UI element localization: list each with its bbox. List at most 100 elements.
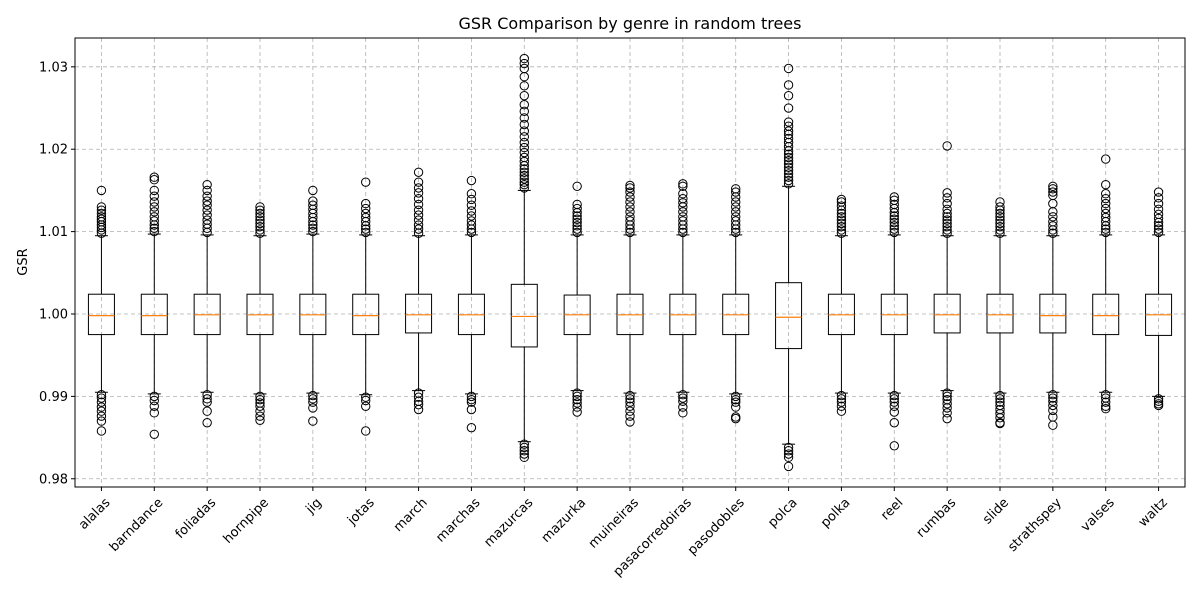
outlier-point [572, 402, 582, 412]
outlier-point [361, 227, 371, 238]
outlier-point [149, 391, 159, 402]
outlier-point [1048, 400, 1058, 411]
outlier-point [625, 417, 635, 427]
x-tick-label: hornpipe [221, 495, 272, 546]
outlier-point [149, 197, 159, 207]
outlier-point [96, 397, 107, 407]
fliers-valses [1101, 154, 1111, 414]
outlier-point [995, 390, 1005, 401]
outlier-point [1101, 212, 1111, 223]
outlier-point [1101, 193, 1111, 204]
outlier-point [572, 391, 582, 402]
outlier-point [678, 207, 688, 217]
box-jig [299, 233, 327, 394]
outlier-point [96, 390, 107, 400]
outlier-point [1101, 179, 1111, 190]
outlier-point [731, 184, 741, 194]
outlier-point [678, 408, 688, 418]
outlier-point [1048, 181, 1058, 191]
outlier-point [889, 224, 899, 234]
outlier-point [625, 401, 635, 411]
outlier-point [255, 411, 265, 421]
outlier-point [625, 227, 635, 238]
outlier-point [678, 227, 688, 238]
outlier-point [572, 217, 582, 228]
outlier-point [836, 194, 847, 205]
outlier-point [519, 183, 529, 193]
outlier-point [836, 397, 847, 407]
outlier-point [96, 393, 107, 403]
outlier-point [625, 197, 635, 207]
outlier-point [466, 216, 477, 226]
outlier-point [149, 175, 159, 185]
outlier-point [889, 192, 899, 202]
outlier-point [202, 219, 212, 229]
outlier-point [202, 394, 212, 404]
box-marchas [457, 234, 485, 395]
outlier-point [942, 188, 952, 198]
outlier-point [1101, 404, 1111, 414]
outlier-point [995, 225, 1005, 235]
iqr-box [510, 283, 538, 348]
outlier-point [1101, 227, 1111, 238]
outlier-point [942, 193, 952, 203]
outlier-point [572, 181, 582, 191]
outlier-points [96, 53, 1164, 472]
outlier-point [466, 227, 477, 238]
outlier-point [572, 224, 582, 234]
outlier-point [149, 212, 159, 222]
outlier-point [783, 126, 794, 136]
x-tick-label: waltz [1136, 495, 1171, 530]
outlier-point [942, 208, 952, 219]
outlier-point [466, 194, 477, 205]
outlier-point [255, 415, 265, 425]
outlier-point [836, 215, 847, 225]
box-mazurcas [510, 189, 538, 443]
outlier-point [519, 147, 529, 158]
outlier-point [96, 208, 107, 219]
outlier-point [995, 394, 1005, 404]
outlier-point [625, 390, 635, 401]
outlier-point [149, 172, 159, 182]
outlier-point [836, 401, 847, 411]
outlier-point [889, 390, 899, 401]
outlier-point [519, 132, 529, 142]
outlier-point [466, 200, 477, 210]
outlier-point [308, 416, 318, 426]
x-tick-label: jig [303, 495, 325, 517]
box-muineiras [616, 234, 644, 394]
fliers-strathspey [1048, 181, 1058, 430]
outlier-point [783, 80, 794, 90]
fliers-jig [308, 185, 318, 426]
y-ticks: 0.98 0.99 1.00 1.01 1.02 1.03 [39, 60, 75, 487]
box-pasodobles [722, 234, 750, 395]
outlier-point [308, 403, 318, 413]
outlier-point [783, 165, 794, 176]
y-tick-label: 1.00 [39, 307, 68, 322]
fliers-hornpipe [255, 202, 265, 425]
iqr-box [933, 293, 961, 334]
outlier-point [836, 406, 847, 416]
x-tick-label: march [391, 495, 431, 535]
x-tick-label: mazurcas [481, 495, 536, 550]
fliers-pasacorredoiras [678, 179, 688, 418]
iqr-box [775, 282, 803, 350]
outlier-point [308, 390, 318, 401]
outlier-point [202, 196, 212, 206]
outlier-point [1048, 187, 1058, 197]
outlier-point [889, 227, 899, 238]
fliers-polka [836, 194, 847, 416]
outlier-point [361, 212, 371, 223]
outlier-point [519, 100, 529, 110]
outlier-point [255, 218, 265, 229]
outlier-point [678, 198, 688, 208]
outlier-point [255, 221, 265, 232]
x-tick-label: strathspey [1005, 495, 1065, 555]
outlier-point [572, 227, 582, 238]
outlier-point [519, 119, 529, 130]
outlier-point [783, 117, 794, 127]
outlier-point [413, 188, 424, 198]
outlier-point [361, 203, 371, 214]
outlier-point [836, 228, 847, 238]
x-tick-label: polca [765, 495, 800, 530]
